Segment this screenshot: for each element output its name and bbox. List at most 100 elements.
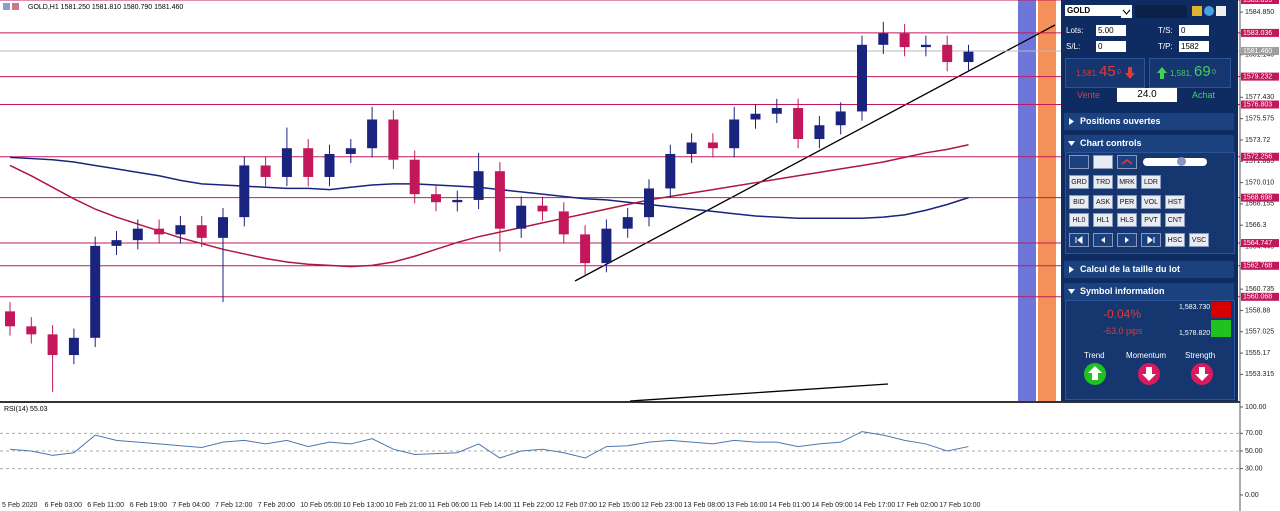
control-button[interactable]: VOL — [1141, 195, 1161, 209]
control-button[interactable]: HST — [1165, 195, 1185, 209]
control-button[interactable]: PVT — [1141, 213, 1161, 227]
level-tag — [1241, 28, 1279, 37]
indicator-label: Trend — [1084, 351, 1105, 360]
candle-body — [878, 33, 889, 45]
control-button[interactable]: HL0 — [1069, 213, 1089, 227]
candle-body — [580, 234, 591, 264]
candle-body — [345, 148, 356, 154]
slider[interactable] — [1143, 157, 1207, 166]
candle-body — [558, 211, 569, 235]
candle-body — [473, 171, 484, 200]
control-button[interactable]: MRK — [1117, 175, 1137, 189]
candle-body — [814, 125, 825, 140]
candle-body — [622, 217, 633, 229]
x-tick-label: 7 Feb 20:00 — [258, 502, 295, 509]
section-header[interactable]: Positions ouvertes — [1064, 113, 1234, 130]
candle-body — [835, 111, 846, 126]
y-tick-label: 0.00 — [1245, 492, 1259, 499]
x-tick-label: 11 Feb 06:00 — [428, 502, 469, 509]
icon-button[interactable] — [1117, 155, 1137, 169]
next-button[interactable] — [1117, 233, 1137, 247]
control-button[interactable]: PER — [1117, 195, 1137, 209]
x-tick-label: 12 Feb 07:00 — [556, 502, 597, 509]
candle-body — [132, 228, 143, 241]
section-title: Chart controls — [1080, 138, 1142, 148]
y-tick-label: 1557.025 — [1245, 329, 1274, 336]
moving-average — [9, 156, 969, 220]
y-tick-label: 1568.155 — [1245, 201, 1274, 208]
level-tag — [1241, 100, 1279, 109]
icon[interactable] — [1216, 6, 1226, 16]
control-button[interactable]: ASK — [1093, 195, 1113, 209]
control-button[interactable]: GRD — [1069, 175, 1089, 189]
icon — [3, 3, 10, 10]
candle-body — [68, 337, 79, 356]
x-tick-label: 14 Feb 09:00 — [811, 502, 852, 509]
control-button[interactable]: LDR — [1141, 175, 1161, 189]
symbol-select[interactable]: GOLD — [1065, 5, 1122, 16]
section-header[interactable]: Chart controls — [1064, 135, 1234, 152]
y-tick-label: 1575.575 — [1245, 115, 1274, 122]
level-label: 1564.747 — [1243, 240, 1272, 247]
price: 1,581. — [1076, 69, 1099, 78]
day-low: 1,578.820 — [1179, 330, 1211, 337]
candle-body — [601, 228, 612, 264]
momentum-icon — [1138, 363, 1160, 385]
section-header[interactable]: Calcul de la taille du lot — [1064, 261, 1234, 278]
control-button[interactable]: CNT — [1165, 213, 1185, 227]
price-fraction: 0 — [1212, 69, 1216, 76]
control-button[interactable]: HSC — [1165, 233, 1185, 247]
level-tag — [1241, 261, 1279, 270]
y-tick-label: 50.00 — [1245, 448, 1263, 455]
x-tick-label: 7 Feb 04:00 — [172, 502, 209, 509]
candle-body — [963, 51, 974, 63]
y-tick-label: 30.00 — [1245, 465, 1263, 472]
level-tag — [1241, 239, 1279, 248]
control-button[interactable]: BID — [1069, 195, 1089, 209]
candle-body — [644, 188, 654, 218]
icon[interactable] — [1192, 6, 1202, 16]
level-tag — [1241, 72, 1279, 81]
icon[interactable] — [1204, 6, 1214, 16]
candle-body — [367, 119, 378, 149]
last-button[interactable] — [1141, 233, 1161, 247]
rsi-title: RSI(14) 55.03 — [4, 406, 48, 413]
candle-body — [537, 205, 548, 212]
dropdown[interactable] — [1121, 5, 1132, 18]
first-button[interactable] — [1069, 233, 1089, 247]
control-button[interactable]: HLS — [1117, 213, 1137, 227]
section-header[interactable]: Symbol information — [1064, 283, 1234, 300]
icon-button[interactable] — [1093, 155, 1113, 169]
sl-input[interactable]: 0 — [1096, 41, 1126, 52]
candle-body — [899, 33, 910, 48]
y-tick-label: 1584.850 — [1245, 9, 1274, 16]
level-label: 1568.698 — [1243, 194, 1272, 201]
x-tick-label: 14 Feb 17:00 — [854, 502, 895, 509]
prev-button[interactable] — [1093, 233, 1113, 247]
level-tag — [1241, 152, 1279, 161]
tp-input[interactable]: 1582 — [1179, 41, 1209, 52]
sell-button[interactable]: 1,581. 45 0 — [1065, 58, 1145, 88]
lots-input[interactable]: 5.00 — [1096, 25, 1126, 36]
y-tick-label: 1560.735 — [1245, 286, 1274, 293]
candle-body — [686, 142, 697, 154]
level-tag — [1241, 292, 1279, 301]
x-tick-label: 5 Feb 2020 — [2, 502, 38, 509]
control-button[interactable]: VSC — [1189, 233, 1209, 247]
y-tick-label: 1558.88 — [1245, 307, 1270, 314]
buy-button[interactable]: 1,581. 69 0 — [1149, 58, 1231, 88]
candle-body — [175, 225, 186, 235]
control-button[interactable]: TRD — [1093, 175, 1113, 189]
candle-body — [5, 311, 15, 327]
x-tick-label: 12 Feb 15:00 — [598, 502, 639, 509]
y-tick-label: 1573.72 — [1245, 137, 1270, 144]
y-tick-label: 100.00 — [1245, 404, 1267, 411]
x-tick-label: 10 Feb 21:00 — [385, 502, 426, 509]
level-label: 1560.068 — [1243, 294, 1272, 301]
icon-button[interactable] — [1069, 155, 1089, 169]
ts-input[interactable]: 0 — [1179, 25, 1209, 36]
control-button[interactable]: HL1 — [1093, 213, 1113, 227]
candle-body — [324, 153, 335, 177]
candle-body — [154, 228, 165, 235]
